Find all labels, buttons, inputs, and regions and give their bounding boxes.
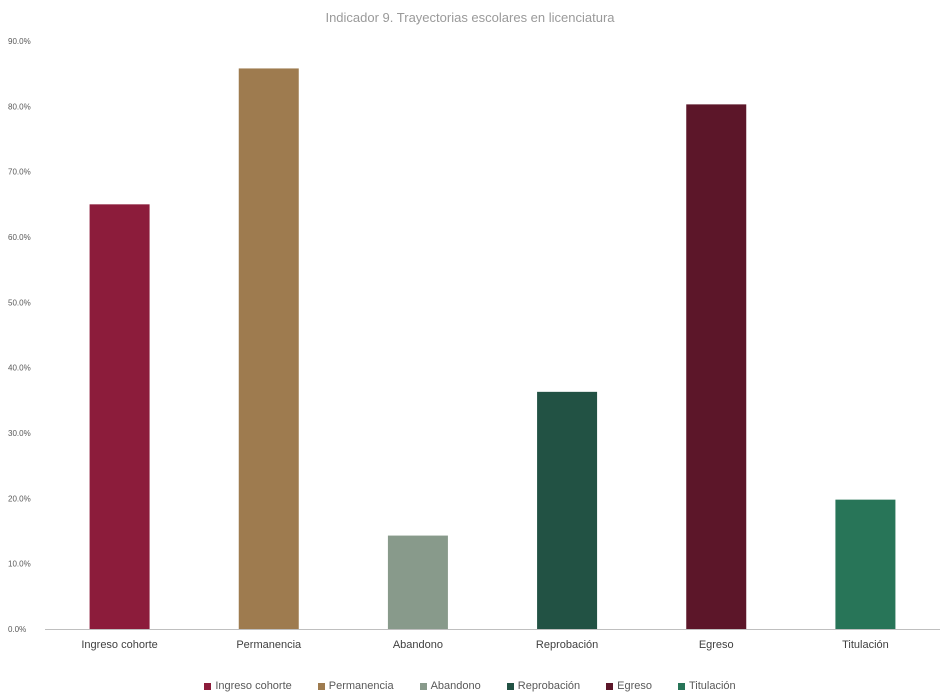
legend-item: Egreso (606, 680, 652, 692)
x-tick-label: Ingreso cohorte (81, 639, 157, 651)
y-tick-label: 60.0% (8, 233, 31, 242)
legend-label: Ingreso cohorte (215, 680, 292, 692)
y-tick-label: 90.0% (8, 37, 31, 46)
x-tick-label: Permanencia (236, 639, 302, 651)
legend-swatch (678, 682, 685, 690)
chart-title: Indicador 9. Trayectorias escolares en l… (325, 10, 615, 25)
bar (387, 535, 448, 629)
x-tick-label: Reprobación (536, 639, 598, 651)
legend: Ingreso cohorte Permanencia Abandono Reprob… (0, 680, 940, 692)
x-tick-label: Titulación (842, 639, 889, 651)
x-axis-labels: Ingreso cohorte Permanencia Abandono Reprob… (81, 639, 888, 651)
y-tick-label: 30.0% (8, 429, 31, 438)
bar (537, 391, 598, 629)
legend-label: Egreso (617, 680, 652, 692)
legend-item: Titulación (678, 680, 736, 692)
legend-swatch (317, 682, 325, 690)
x-tick-label: Egreso (699, 639, 734, 651)
y-tick-label: 50.0% (8, 298, 31, 307)
bar (835, 499, 896, 629)
y-tick-label: 70.0% (8, 168, 31, 177)
legend-swatch (606, 682, 614, 690)
bar (89, 204, 150, 630)
x-tick-label: Abandono (393, 639, 443, 651)
legend-label: Permanencia (328, 680, 394, 692)
legend-label: Titulación (689, 680, 736, 692)
legend-item: Reprobación (506, 680, 581, 692)
legend-label: Abandono (430, 680, 481, 692)
y-tick-label: 80.0% (8, 102, 31, 111)
legend-item: Permanencia (317, 680, 394, 692)
legend-item: Abandono (419, 680, 481, 692)
y-tick-label: 0.0% (8, 625, 26, 634)
bar (238, 68, 299, 629)
y-tick-label: 10.0% (8, 560, 31, 569)
legend-label: Reprobación (517, 680, 581, 692)
bar (686, 104, 747, 629)
y-tick-label: 40.0% (8, 364, 31, 373)
bars (89, 68, 896, 630)
y-tick-label: 20.0% (8, 494, 31, 503)
legend-swatch (506, 682, 514, 690)
y-axis-ticks: 0.0% 10.0% 20.0% 30.0% 40.0% 50.0% 60.0% 70.0% 8… (8, 37, 31, 634)
legend-swatch (204, 682, 212, 690)
legend-item: Ingreso cohorte (204, 680, 292, 692)
legend-swatch (419, 682, 427, 690)
